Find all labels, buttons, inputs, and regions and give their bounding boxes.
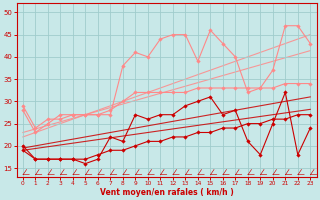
X-axis label: Vent moyen/en rafales ( km/h ): Vent moyen/en rafales ( km/h ) — [100, 188, 234, 197]
